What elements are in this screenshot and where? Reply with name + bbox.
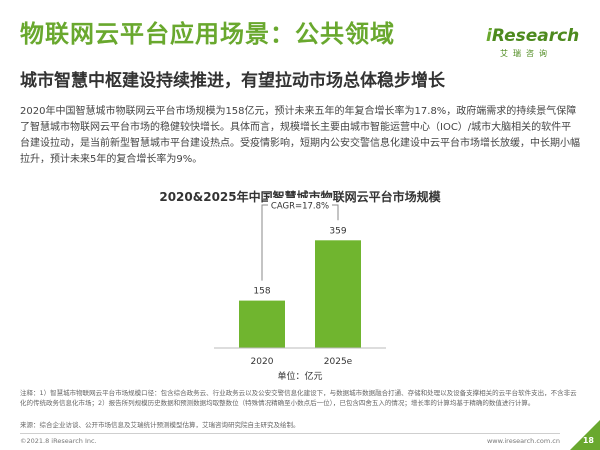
data-label-2020: 158 [253, 287, 270, 297]
page-corner-triangle [570, 420, 600, 450]
bar-2025e [315, 240, 361, 348]
body-paragraph: 2020年中国智慧城市物联网云平台市场规模为158亿元，预计未来五年的年复合增长… [20, 106, 580, 165]
source-note: 来源：综合企业访谈、公开市场信息及艾瑞统计预测模型估算，艾瑞咨询研究院自主研究及… [20, 421, 300, 429]
logo-wordmark: iResearch [486, 26, 580, 46]
x-tick-label-2020: 2020 [251, 357, 274, 367]
data-label-2025e: 359 [329, 226, 346, 236]
page-number: 18 [582, 436, 594, 445]
bar-2020 [239, 300, 285, 348]
iresearch-logo: iResearch 艾瑞咨询 [486, 24, 580, 64]
page-subtitle: 城市智慧中枢建设持续推进，有望拉动市场总体稳步增长 [20, 71, 445, 91]
cagr-annotation: CAGR=17.8% [271, 202, 329, 212]
page-title: 物联网云平台应用场景：公共领域 [20, 20, 395, 48]
x-tick-label-2025e: 2025e [324, 357, 353, 367]
website-link[interactable]: www.iresearch.com.cn [486, 437, 560, 445]
logo-chinese-name: 艾瑞咨询 [500, 49, 552, 58]
chart-unit-label: 单位：亿元 [277, 372, 323, 382]
chart-title: 2020&2025年中国智慧城市物联网云平台市场规模 [159, 190, 441, 204]
footer-divider [20, 433, 560, 434]
cagr-label-background [268, 198, 332, 212]
footnote: 注释：1）智慧城市物联网云平台市场规模口径：包含综合政务云、行业政务云以及公安交… [20, 389, 577, 407]
copyright-text: ©2021.8 iResearch Inc. [20, 437, 97, 445]
